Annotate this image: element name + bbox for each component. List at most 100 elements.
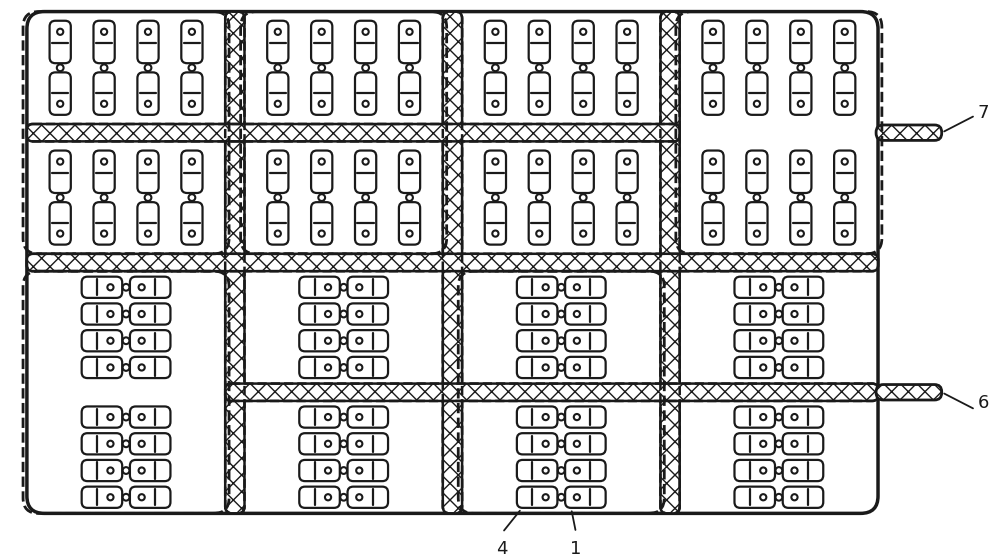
FancyBboxPatch shape	[348, 406, 388, 427]
Circle shape	[145, 28, 151, 35]
FancyBboxPatch shape	[783, 433, 823, 454]
Circle shape	[791, 284, 798, 290]
Circle shape	[842, 158, 848, 165]
FancyBboxPatch shape	[565, 487, 606, 508]
FancyBboxPatch shape	[734, 406, 775, 427]
Circle shape	[580, 100, 586, 107]
Circle shape	[189, 158, 195, 165]
FancyBboxPatch shape	[348, 277, 388, 298]
FancyBboxPatch shape	[27, 124, 680, 141]
Circle shape	[574, 494, 580, 501]
FancyBboxPatch shape	[130, 330, 170, 352]
Circle shape	[356, 364, 362, 371]
Circle shape	[558, 467, 565, 474]
Circle shape	[754, 28, 760, 35]
Circle shape	[275, 230, 281, 237]
Circle shape	[318, 64, 325, 71]
Circle shape	[57, 194, 64, 201]
FancyBboxPatch shape	[82, 304, 122, 325]
FancyBboxPatch shape	[82, 357, 122, 378]
Circle shape	[57, 28, 63, 35]
Circle shape	[580, 158, 586, 165]
Circle shape	[275, 100, 281, 107]
FancyBboxPatch shape	[181, 21, 203, 63]
Circle shape	[107, 311, 114, 317]
FancyBboxPatch shape	[529, 21, 550, 63]
Circle shape	[356, 284, 362, 290]
FancyBboxPatch shape	[517, 487, 557, 508]
Circle shape	[139, 468, 145, 474]
Circle shape	[536, 194, 543, 201]
Circle shape	[543, 494, 549, 501]
Circle shape	[754, 194, 760, 201]
FancyBboxPatch shape	[181, 151, 203, 193]
Circle shape	[580, 230, 586, 237]
FancyBboxPatch shape	[130, 304, 170, 325]
Circle shape	[319, 158, 325, 165]
Circle shape	[356, 494, 362, 501]
Circle shape	[775, 284, 782, 291]
FancyBboxPatch shape	[485, 202, 506, 244]
FancyBboxPatch shape	[734, 277, 775, 298]
FancyBboxPatch shape	[225, 383, 878, 401]
Circle shape	[543, 364, 549, 371]
Circle shape	[797, 64, 804, 71]
Circle shape	[325, 338, 331, 344]
FancyBboxPatch shape	[790, 73, 811, 115]
FancyBboxPatch shape	[746, 73, 768, 115]
FancyBboxPatch shape	[299, 330, 340, 352]
FancyBboxPatch shape	[834, 73, 855, 115]
Circle shape	[842, 230, 848, 237]
Circle shape	[624, 158, 630, 165]
FancyBboxPatch shape	[485, 73, 506, 115]
Circle shape	[325, 364, 331, 371]
Circle shape	[754, 64, 760, 71]
FancyBboxPatch shape	[565, 330, 606, 352]
FancyBboxPatch shape	[746, 21, 768, 63]
Circle shape	[356, 441, 362, 447]
Circle shape	[543, 468, 549, 474]
Circle shape	[624, 64, 631, 71]
Circle shape	[558, 338, 565, 344]
Circle shape	[101, 230, 107, 237]
Circle shape	[139, 284, 145, 290]
Circle shape	[710, 64, 716, 71]
Circle shape	[189, 28, 195, 35]
Circle shape	[406, 194, 413, 201]
Circle shape	[791, 338, 798, 344]
Text: 1: 1	[570, 540, 582, 558]
FancyBboxPatch shape	[573, 202, 594, 244]
Circle shape	[101, 194, 107, 201]
Circle shape	[57, 230, 63, 237]
Circle shape	[754, 230, 760, 237]
Circle shape	[775, 467, 782, 474]
FancyBboxPatch shape	[876, 125, 942, 141]
FancyBboxPatch shape	[267, 73, 288, 115]
FancyBboxPatch shape	[299, 406, 340, 427]
FancyBboxPatch shape	[746, 151, 768, 193]
FancyBboxPatch shape	[82, 277, 122, 298]
Circle shape	[107, 364, 114, 371]
FancyBboxPatch shape	[565, 357, 606, 378]
FancyBboxPatch shape	[82, 330, 122, 352]
FancyBboxPatch shape	[137, 151, 159, 193]
Circle shape	[798, 28, 804, 35]
Circle shape	[340, 494, 347, 501]
Circle shape	[760, 284, 766, 290]
Circle shape	[574, 364, 580, 371]
FancyBboxPatch shape	[299, 460, 340, 481]
FancyBboxPatch shape	[529, 151, 550, 193]
Circle shape	[760, 441, 766, 447]
FancyBboxPatch shape	[783, 304, 823, 325]
Circle shape	[492, 64, 499, 71]
Circle shape	[363, 230, 369, 237]
Circle shape	[101, 64, 107, 71]
FancyBboxPatch shape	[267, 151, 288, 193]
Circle shape	[543, 414, 549, 420]
Circle shape	[536, 230, 542, 237]
FancyBboxPatch shape	[355, 21, 376, 63]
FancyBboxPatch shape	[565, 406, 606, 427]
FancyBboxPatch shape	[130, 406, 170, 427]
Circle shape	[797, 194, 804, 201]
FancyBboxPatch shape	[130, 277, 170, 298]
